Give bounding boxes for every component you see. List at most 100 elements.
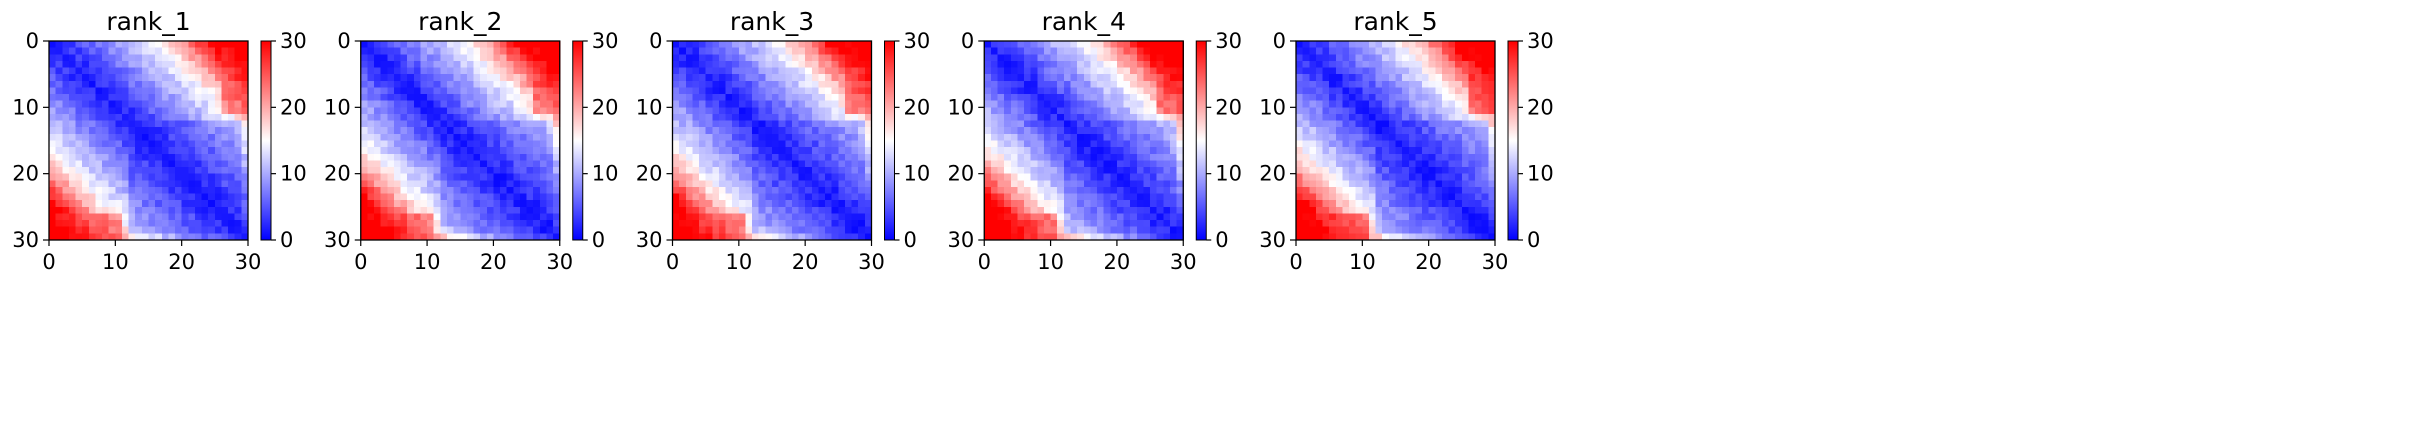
heatmap-cell [718,167,727,175]
heatmap-cell [712,133,720,142]
heatmap-cell [1163,233,1171,241]
heatmap-cell [55,60,63,69]
heatmap-cell [1004,120,1012,128]
heatmap-cell [1004,160,1012,168]
heatmap-cell [55,80,63,89]
heatmap-cell [1103,100,1111,108]
heatmap-cell [1136,67,1145,75]
heatmap-cell [1395,60,1403,69]
heatmap-cell [1335,60,1344,69]
heatmap-cell [805,147,813,155]
heatmap-cell [539,127,548,135]
heatmap-cell [1090,220,1098,228]
heatmap-cell [705,193,713,201]
heatmap-cell [420,180,428,188]
heatmap-cell [1097,80,1105,89]
heatmap-cell [407,80,415,89]
heatmap-cell [1329,167,1337,175]
heatmap-cell [115,67,123,75]
heatmap-cell [1156,60,1164,69]
heatmap-cell [506,220,514,228]
heatmap-cell [1296,233,1304,241]
heatmap-cell [115,60,123,69]
heatmap-cell [672,47,680,55]
heatmap-cell [446,220,455,228]
heatmap-cell [1077,226,1085,234]
heatmap-cell [844,67,853,75]
heatmap-cell [519,147,528,155]
heatmap-cell [1388,127,1397,135]
heatmap-cell [1435,186,1443,195]
heatmap-cell [712,167,720,175]
heatmap-cell [181,113,189,122]
heatmap-cell [844,60,853,69]
heatmap-cell [1309,200,1317,208]
heatmap-cell [1143,94,1151,102]
heatmap-cell [785,80,793,89]
heatmap-cell [360,133,368,142]
heatmap-cell [864,113,873,122]
heatmap-cell [433,186,441,195]
heatmap-cell [1010,153,1019,161]
heatmap-cell [546,41,554,49]
heatmap-cell [427,67,435,75]
heatmap-cell [679,167,687,175]
heatmap-cell [705,147,713,155]
heatmap-cell [1375,54,1383,62]
heatmap-cell [1110,60,1118,69]
heatmap-cell [1382,140,1390,148]
heatmap-cell [692,127,700,135]
heatmap-cell [1329,87,1337,95]
heatmap-cell [1043,47,1052,55]
heatmap-cell [214,67,223,75]
heatmap-cell [506,74,514,82]
heatmap-cell [533,193,541,201]
heatmap-cell [241,180,249,188]
heatmap-cell [1441,153,1450,161]
heatmap-cell [102,100,110,108]
heatmap-cells [49,41,249,241]
heatmap-cell [546,80,554,89]
heatmap-cell [1422,173,1430,181]
heatmap-cell [805,233,813,241]
heatmap-cell [446,94,455,102]
heatmap-cell [241,160,249,168]
y-tick-label: 30 [324,228,351,252]
heatmap-cell [1322,206,1330,215]
heatmap-cell [1030,74,1038,82]
heatmap-cell [990,120,999,128]
heatmap-cell [1488,74,1496,82]
heatmap-cell [466,41,475,49]
heatmap-cell [480,60,488,69]
heatmap-cell [1163,133,1171,142]
heatmap-cell [1017,213,1025,221]
colorbar-tick-label: 20 [1215,95,1242,119]
heatmap-cell [1448,54,1456,62]
heatmap-cell [413,160,422,168]
heatmap-cell [844,206,853,215]
heatmap-cell [1488,167,1496,175]
heatmap-cell [1143,67,1151,75]
heatmap-cell [1362,54,1370,62]
heatmap-cell [1024,94,1032,102]
heatmap-cell [725,54,733,62]
heatmap-cell [1329,206,1337,215]
heatmap-cell [772,74,780,82]
heatmap-cell [1130,213,1138,221]
heatmap-cell [1017,167,1025,175]
heatmap-cell [1488,100,1496,108]
heatmap-cell [1017,54,1025,62]
heatmap-cell [1315,120,1324,128]
heatmap-cell [1402,180,1410,188]
heatmap-cell [95,226,103,234]
heatmap-cell [672,87,680,95]
heatmap-cell [712,87,720,95]
heatmap-cell [553,220,561,228]
heatmap-cell [838,47,846,55]
heatmap-cell [1004,226,1012,234]
heatmap-cell [367,186,375,195]
heatmap-cell [712,120,720,128]
heatmap-cell [1422,200,1430,208]
heatmap-cell [466,94,475,102]
heatmap-cell [1422,140,1430,148]
